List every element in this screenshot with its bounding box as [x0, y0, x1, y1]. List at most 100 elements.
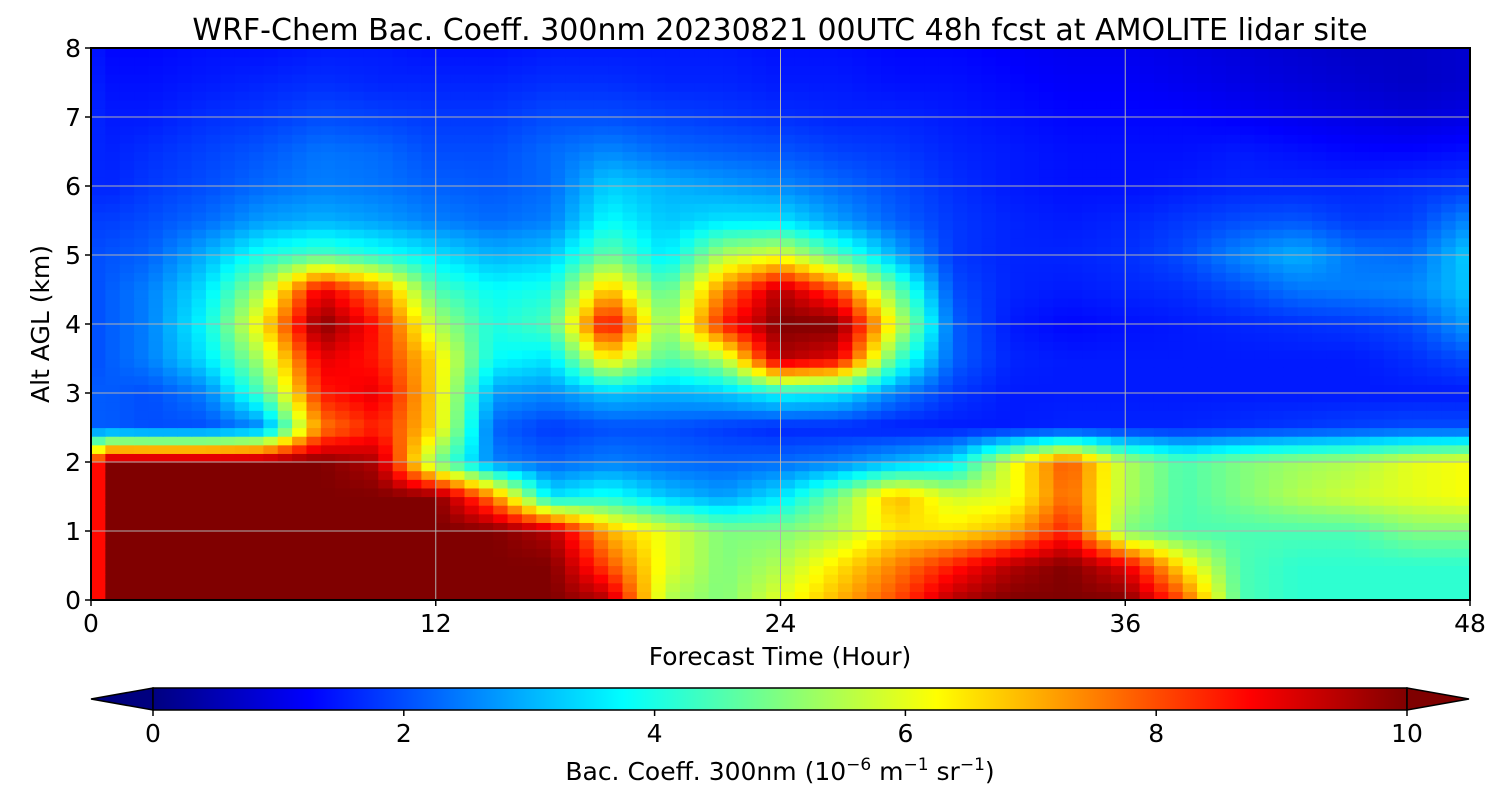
heat-cell	[177, 211, 193, 222]
heat-cell	[191, 220, 207, 230]
heat-cell	[91, 565, 106, 575]
heat-cell	[1225, 427, 1241, 437]
heat-cell	[349, 487, 365, 498]
heat-cell	[1096, 591, 1112, 600]
heat-cell	[751, 306, 767, 316]
heat-cell	[708, 410, 724, 420]
heat-cell	[521, 505, 537, 515]
heat-cell	[1096, 556, 1112, 567]
heat-cell	[579, 556, 595, 567]
heat-cell	[1326, 358, 1342, 368]
heat-cell	[1010, 574, 1026, 584]
heat-cell	[651, 186, 667, 196]
heat-cell	[766, 324, 782, 334]
heat-cell	[1182, 522, 1198, 532]
heat-cell	[1326, 548, 1342, 558]
heat-cell	[995, 229, 1011, 239]
heat-cell	[622, 255, 638, 265]
heat-cell	[249, 548, 264, 558]
heat-cell	[622, 574, 638, 584]
heat-cell	[981, 341, 997, 351]
heat-cell	[952, 194, 968, 204]
heat-cell	[464, 194, 480, 204]
heat-cell	[249, 332, 264, 342]
heat-cell	[852, 358, 868, 368]
heat-cell	[134, 315, 150, 325]
heat-cell	[1125, 582, 1141, 592]
heat-cell	[1441, 203, 1457, 213]
heat-cell	[823, 539, 839, 549]
heat-cell	[622, 393, 638, 403]
heat-cell	[521, 444, 537, 454]
heat-cell	[565, 548, 580, 558]
heat-cell	[1455, 505, 1470, 515]
heat-cell	[1441, 151, 1457, 161]
heat-cell	[622, 487, 638, 498]
heat-cell	[723, 375, 738, 385]
heat-cell	[737, 548, 753, 558]
heat-cell	[1340, 531, 1356, 541]
heat-cell	[565, 487, 580, 498]
heat-cell	[694, 565, 710, 575]
heat-cell	[565, 393, 580, 403]
heat-cell	[1225, 513, 1241, 523]
heat-cell	[249, 436, 264, 446]
heat-cell	[162, 513, 178, 523]
heat-cell	[1225, 280, 1241, 291]
heat-cell	[881, 237, 897, 247]
heat-cell	[981, 324, 997, 334]
heat-cell	[205, 151, 221, 161]
heat-cell	[148, 574, 164, 584]
heat-cell	[995, 263, 1011, 273]
heat-cell	[1398, 522, 1414, 532]
heat-cell	[1240, 237, 1256, 247]
heat-cell	[1096, 410, 1112, 420]
heat-cell	[550, 229, 566, 239]
heat-cell	[895, 289, 911, 299]
heat-cell	[622, 591, 638, 600]
heat-cell	[579, 582, 595, 592]
heat-cell	[737, 367, 753, 377]
heat-cell	[895, 177, 911, 187]
heat-cell	[263, 418, 279, 429]
heat-cell	[1096, 539, 1112, 549]
heat-cell	[407, 436, 422, 446]
heat-cell	[306, 211, 322, 222]
heat-cell	[478, 436, 494, 446]
heat-cell	[1053, 186, 1069, 196]
heat-cell	[91, 375, 106, 385]
heat-cell	[205, 211, 221, 222]
heat-cell	[1139, 220, 1155, 230]
heat-cell	[952, 160, 968, 170]
heat-cell	[1082, 556, 1098, 567]
heat-cell	[1067, 263, 1083, 273]
heat-cell	[995, 324, 1011, 334]
heat-cell	[1211, 453, 1227, 463]
heat-cell	[565, 160, 580, 170]
heat-cell	[1455, 539, 1470, 549]
heat-cell	[407, 531, 422, 541]
heat-cell	[651, 393, 667, 403]
heat-cell	[1426, 211, 1442, 222]
heat-cell	[636, 272, 652, 282]
heat-cell	[162, 401, 178, 411]
heat-cell	[392, 548, 408, 558]
heat-cell	[1355, 349, 1371, 360]
heat-cell	[162, 505, 178, 515]
heat-cell	[1426, 384, 1442, 394]
heat-cell	[694, 229, 710, 239]
heat-cell	[751, 315, 767, 325]
heat-cell	[148, 487, 164, 498]
heat-cell	[622, 384, 638, 394]
heat-cell	[1125, 487, 1141, 498]
heat-cell	[378, 160, 394, 170]
heat-cell	[579, 237, 595, 247]
heat-cell	[263, 522, 279, 532]
heat-cell	[119, 453, 135, 463]
heat-cell	[349, 531, 365, 541]
heat-cell	[794, 539, 810, 549]
heat-cell	[1168, 220, 1184, 230]
heat-cell	[823, 194, 839, 204]
heat-cell	[1254, 203, 1270, 213]
heat-cell	[1426, 522, 1442, 532]
